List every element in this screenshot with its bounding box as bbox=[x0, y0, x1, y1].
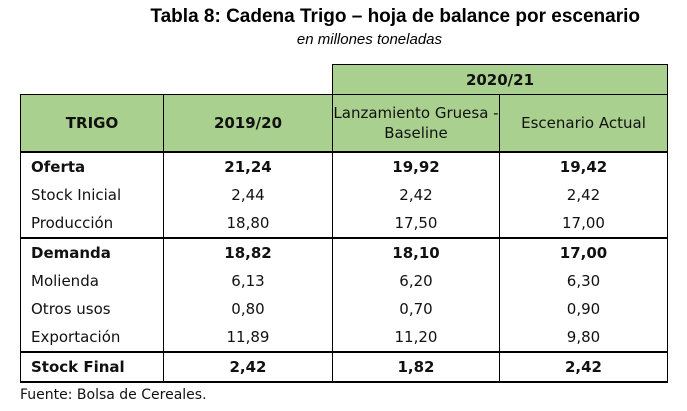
row-value: 11,89 bbox=[163, 323, 333, 352]
table-subtitle: en millones toneladas bbox=[296, 31, 442, 48]
row-value: 6,13 bbox=[163, 267, 333, 295]
row-value: 11,20 bbox=[332, 323, 500, 352]
row-value: 1,82 bbox=[332, 351, 500, 383]
row-label: Producción bbox=[20, 209, 164, 238]
table-row: Oferta 21,24 19,92 19,42 bbox=[20, 151, 668, 181]
group-header: 2020/21 bbox=[332, 64, 668, 95]
row-label: Molienda bbox=[20, 267, 164, 295]
row-value: 18,82 bbox=[163, 237, 333, 267]
table-row: Stock Final 2,42 1,82 2,42 bbox=[20, 351, 668, 383]
row-label: Stock Inicial bbox=[20, 181, 164, 209]
row-label: Otros usos bbox=[20, 295, 164, 323]
row-label: Stock Final bbox=[20, 351, 164, 383]
header-trigo: TRIGO bbox=[20, 94, 164, 153]
row-value: 17,50 bbox=[332, 209, 500, 238]
row-value: 0,70 bbox=[332, 295, 500, 323]
row-value: 18,10 bbox=[332, 237, 500, 267]
row-label: Exportación bbox=[20, 323, 164, 352]
row-label: Demanda bbox=[20, 237, 164, 267]
row-value: 21,24 bbox=[163, 151, 333, 181]
row-value: 9,80 bbox=[499, 323, 668, 352]
row-value: 0,80 bbox=[163, 295, 333, 323]
row-value: 0,90 bbox=[499, 295, 668, 323]
table-row: Otros usos 0,80 0,70 0,90 bbox=[20, 295, 668, 323]
header-baseline: Lanzamiento Gruesa - Baseline bbox=[332, 94, 500, 153]
table-row: Producción 18,80 17,50 17,00 bbox=[20, 209, 668, 238]
table-row: Stock Inicial 2,44 2,42 2,42 bbox=[20, 181, 668, 209]
balance-table: 2020/21 TRIGO 2019/20 Lanzamiento Gruesa… bbox=[20, 64, 668, 383]
row-value: 17,00 bbox=[499, 209, 668, 238]
header-actual: Escenario Actual bbox=[499, 94, 668, 153]
table-row: Exportación 11,89 11,20 9,80 bbox=[20, 323, 668, 352]
row-value: 2,42 bbox=[332, 181, 500, 209]
row-label: Oferta bbox=[20, 151, 164, 181]
row-value: 17,00 bbox=[499, 237, 668, 267]
row-value: 2,44 bbox=[163, 181, 333, 209]
row-value: 18,80 bbox=[163, 209, 333, 238]
row-value: 6,20 bbox=[332, 267, 500, 295]
table-title: Tabla 8: Cadena Trigo – hoja de balance … bbox=[150, 6, 640, 27]
header-2019-20: 2019/20 bbox=[163, 94, 333, 153]
row-value: 2,42 bbox=[499, 181, 668, 209]
row-value: 19,92 bbox=[332, 151, 500, 181]
source-note: Fuente: Bolsa de Cereales. bbox=[20, 387, 207, 403]
table-row: Demanda 18,82 18,10 17,00 bbox=[20, 237, 668, 267]
row-value: 2,42 bbox=[163, 351, 333, 383]
row-value: 19,42 bbox=[499, 151, 668, 181]
row-value: 2,42 bbox=[499, 351, 668, 383]
table-row: Molienda 6,13 6,20 6,30 bbox=[20, 267, 668, 295]
row-value: 6,30 bbox=[499, 267, 668, 295]
